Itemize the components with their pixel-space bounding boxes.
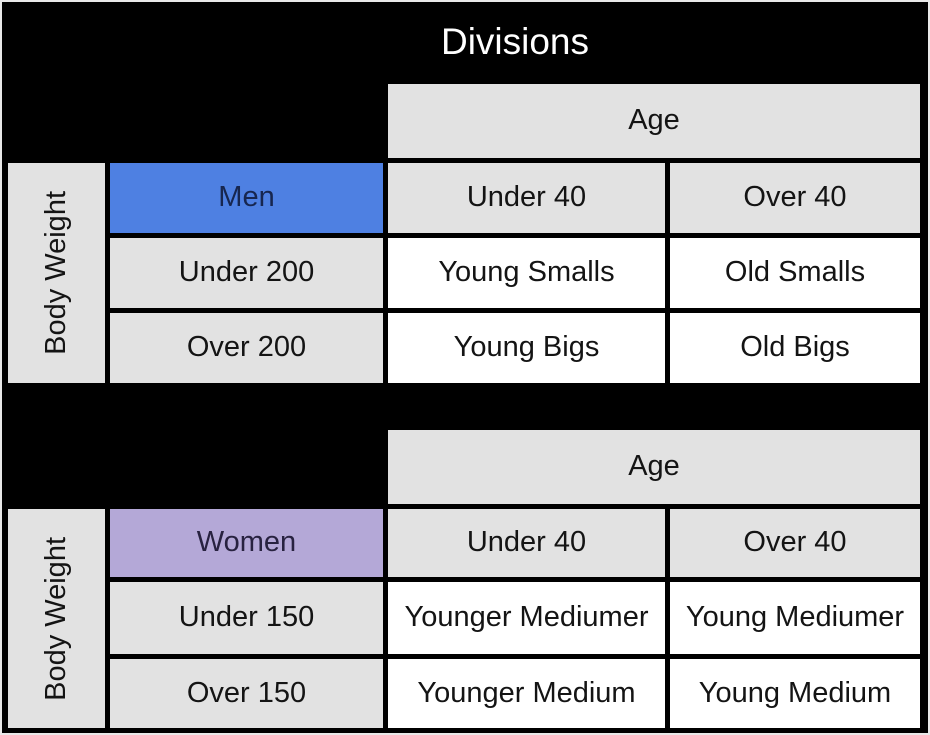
men-row-header-over200: Over 200 [110, 313, 383, 383]
men-row-header-under200: Under 200 [110, 238, 383, 308]
men-age-axis-header: Age [388, 84, 920, 158]
women-age-axis-header: Age [388, 430, 920, 504]
women-cell-younger-mediumer: Younger Mediumer [388, 582, 665, 654]
women-row-header-over150: Over 150 [110, 659, 383, 728]
men-cell-young-smalls: Young Smalls [388, 238, 665, 308]
women-row-header-under150: Under 150 [110, 582, 383, 654]
women-bodyweight-axis-label: Body Weight [39, 536, 72, 701]
men-cell-young-bigs: Young Bigs [388, 313, 665, 383]
men-col-header-over40: Over 40 [670, 163, 920, 233]
women-col-header-under40: Under 40 [388, 509, 665, 577]
men-cell-old-bigs: Old Bigs [670, 313, 920, 383]
men-bodyweight-axis-header: Body Weight [8, 163, 105, 383]
men-col-header-under40: Under 40 [388, 163, 665, 233]
women-col-header-over40: Over 40 [670, 509, 920, 577]
men-cell-old-smalls: Old Smalls [670, 238, 920, 308]
women-bodyweight-axis-header: Body Weight [8, 509, 105, 728]
women-cell-young-mediumer: Young Mediumer [670, 582, 920, 654]
men-group-header: Men [110, 163, 383, 233]
women-group-header: Women [110, 509, 383, 577]
women-cell-young-medium: Young Medium [670, 659, 920, 728]
page-title: Divisions [440, 21, 590, 62]
men-bodyweight-axis-label: Body Weight [39, 191, 72, 355]
women-cell-younger-medium: Younger Medium [388, 659, 665, 728]
